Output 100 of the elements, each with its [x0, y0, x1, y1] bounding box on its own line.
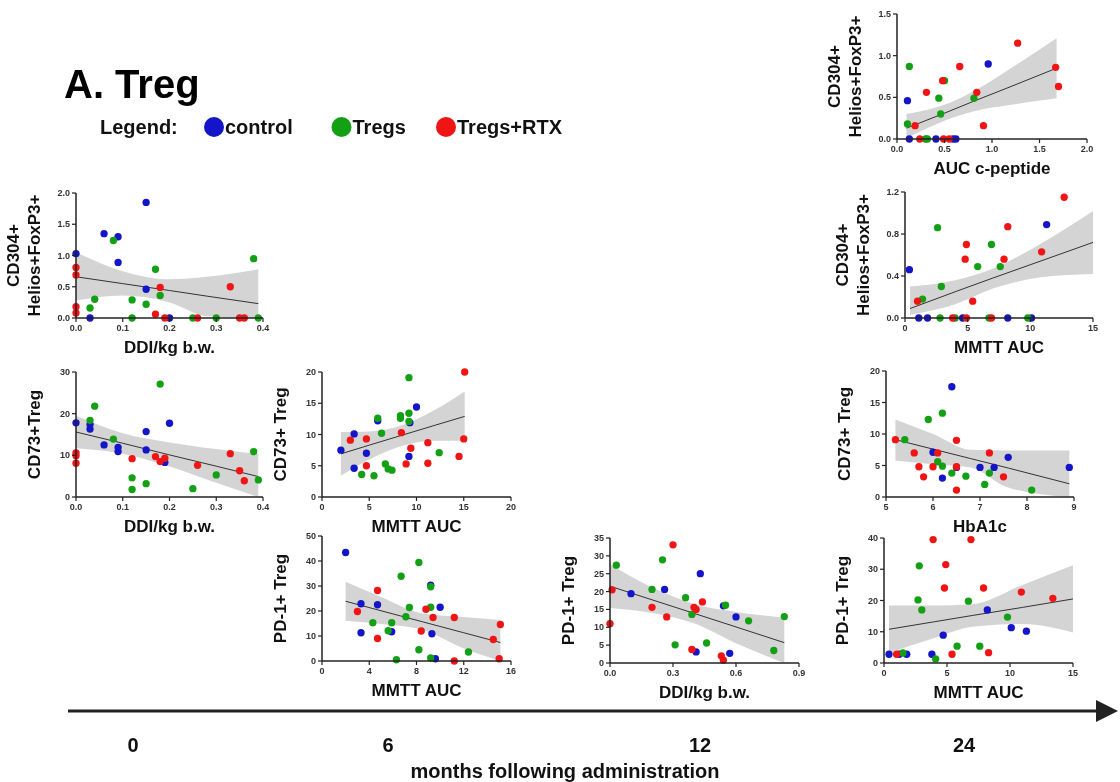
x-tick-label: 0.0 [69, 502, 83, 512]
text: A. Treg [64, 62, 200, 106]
category-label: 24 [952, 734, 976, 756]
y-axis-title: PD-1+ Treg [559, 555, 578, 646]
x-tick-label: 16 [505, 666, 517, 676]
y-tick-label: 20 [867, 595, 878, 606]
x-tick-label: 20 [505, 502, 517, 512]
y-tick-label: 20 [59, 408, 70, 419]
x-axis-title: AUC c-peptide [933, 159, 1051, 178]
x-tick-label: 0.2 [163, 323, 176, 333]
y-tick-label: 20 [593, 586, 604, 597]
x-tick-label: 15 [1067, 668, 1079, 678]
x-tick-label: 0.0 [69, 323, 83, 333]
x-axis-title: MMTT AUC [371, 517, 462, 536]
x-tick-label: 6 [930, 502, 936, 512]
y-tick-label: 40 [305, 556, 316, 566]
y-tick-label: 0.0 [57, 313, 70, 323]
x-axis-title: HbA1c [953, 517, 1007, 536]
y-tick-label: 30 [59, 367, 70, 377]
y-tick-label: 10 [867, 626, 878, 637]
y-tick-label: 10 [305, 429, 316, 440]
x-tick-label: 0.1 [116, 323, 130, 333]
y-tick-label: 2.0 [57, 188, 70, 198]
x-axis-title: DDI/kg b.w. [124, 338, 215, 357]
y-tick-label: 0 [64, 492, 70, 502]
y-tick-label: 15 [593, 604, 604, 615]
y-axis-title: CD73+ Treg [271, 387, 290, 482]
x-tick-label: 0.4 [256, 502, 270, 512]
x-tick-label: 9 [1071, 502, 1077, 512]
y-tick-label: 5 [874, 460, 880, 471]
y-axis-title: PD-1+ Treg [271, 553, 290, 644]
y-tick-label: 0 [310, 656, 316, 666]
x-tick-label: 1.5 [1033, 144, 1046, 154]
y-tick-label: 10 [305, 631, 316, 641]
y-tick-label: 30 [867, 564, 878, 575]
y-tick-label: 0 [310, 492, 316, 502]
y-tick-label: 1.2 [886, 187, 899, 197]
y-tick-label: 0.4 [886, 271, 899, 281]
y-axis-title: CD73+Treg [25, 389, 44, 480]
x-axis-title: MMTT AUC [933, 683, 1024, 702]
x-tick-label: 0.4 [256, 323, 270, 333]
x-axis-title: MMTT AUC [953, 338, 1045, 357]
x-tick-label: 8 [413, 666, 420, 676]
y-tick-label: 25 [593, 568, 604, 579]
y-tick-label: 10 [59, 450, 70, 461]
y-tick-label: 10 [869, 429, 880, 439]
x-tick-label: 7 [977, 502, 983, 512]
y-tick-label: 0.8 [886, 229, 899, 239]
x-tick-label: 0.2 [163, 502, 176, 512]
y-tick-label: 0.0 [886, 313, 899, 323]
x-tick-label: 15 [1087, 323, 1099, 333]
y-tick-label: 1.0 [878, 50, 891, 61]
y-tick-label: 1.5 [57, 219, 70, 230]
category-label: 6 [382, 734, 394, 756]
y-tick-label: 0 [598, 658, 604, 668]
x-axis-title: DDI/kg b.w. [659, 683, 750, 702]
x-tick-label: 0 [319, 502, 325, 512]
y-tick-label: 20 [869, 366, 880, 376]
y-axis-title: CD73+ Treg [835, 386, 854, 482]
y-tick-label: 1.0 [57, 250, 70, 261]
x-tick-label: 5 [366, 502, 372, 512]
x-tick-label: 5 [944, 668, 950, 678]
x-axis-title: MMTT AUC [371, 681, 462, 700]
x-axis-title: DDI/kg b.w. [124, 517, 215, 536]
x-tick-label: 0.9 [792, 668, 806, 678]
y-tick-label: 0 [874, 492, 880, 502]
y-tick-label: 5 [598, 640, 604, 651]
x-tick-label: 5 [965, 323, 971, 333]
category-label: 12 [688, 734, 712, 756]
y-tick-label: 5 [310, 460, 316, 471]
y-tick-label: 15 [869, 397, 880, 408]
x-tick-label: 0.3 [209, 502, 223, 512]
y-tick-label: 20 [305, 606, 316, 616]
category-label: 0 [127, 734, 139, 756]
y-tick-label: 15 [305, 398, 316, 409]
x-tick-label: 1.0 [985, 144, 999, 154]
y-tick-label: 10 [593, 622, 604, 633]
x-tick-label: 10 [1025, 323, 1036, 333]
legend-label: control [225, 116, 293, 138]
y-tick-label: 30 [593, 550, 604, 561]
y-tick-label: 0.0 [878, 134, 891, 144]
x-tick-label: 8 [1024, 502, 1030, 512]
y-tick-label: 1.5 [878, 9, 891, 19]
legend-label: Tregs [352, 116, 406, 138]
x-tick-label: 15 [458, 502, 469, 512]
x-tick-label: 0 [902, 323, 908, 333]
x-tick-label: 0.1 [116, 502, 130, 512]
x-tick-label: 10 [411, 502, 422, 512]
y-tick-label: 30 [305, 581, 316, 591]
legend-title: Legend: [100, 116, 178, 138]
y-tick-label: 0 [872, 658, 878, 668]
x-tick-label: 4 [366, 666, 372, 676]
x-tick-label: 0.6 [729, 668, 743, 678]
y-axis-title: CD304+ Helios+FoxP3+ [4, 194, 44, 317]
y-tick-label: 35 [593, 533, 604, 543]
x-tick-label: 12 [458, 666, 469, 676]
x-tick-label: 0 [319, 666, 325, 676]
x-tick-label: 10 [1004, 668, 1016, 678]
y-tick-label: 0.5 [878, 92, 891, 103]
x-tick-label: 2.0 [1080, 144, 1094, 154]
